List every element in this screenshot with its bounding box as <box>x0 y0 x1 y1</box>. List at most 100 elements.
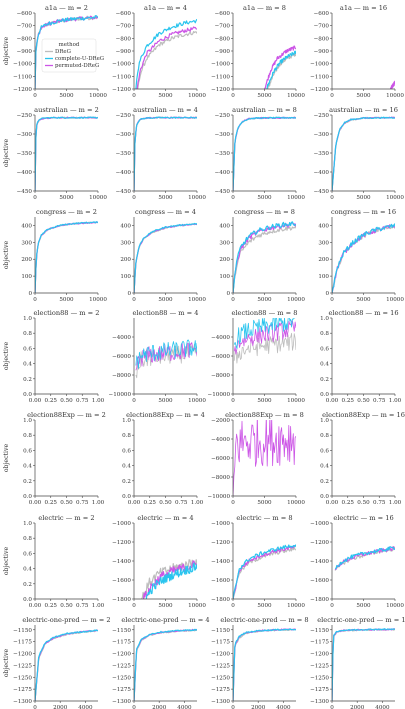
y-tick-label: −1200 <box>13 87 32 93</box>
y-tick-label: −1400 <box>112 559 131 565</box>
y-tick-label: 0.4 <box>320 362 329 368</box>
y-tick-label: −300 <box>215 132 231 138</box>
panel-title: electric — m = 16 <box>333 514 393 522</box>
y-tick-label: −450 <box>17 189 33 195</box>
y-tick-label: 0.4 <box>122 464 131 470</box>
series-group <box>233 318 296 364</box>
y-tick-label: 100 <box>318 274 329 280</box>
panel-title: congress — m = 2 <box>36 208 97 216</box>
y-axis-label: objective <box>3 240 10 269</box>
x-tick-label: 10000 <box>89 195 107 201</box>
y-tick-label: 400 <box>120 223 131 229</box>
y-tick-label: −700 <box>314 24 330 30</box>
y-tick-label: −1200 <box>310 87 329 93</box>
x-tick-label: 2000 <box>251 705 266 709</box>
x-tick-label: 0.50 <box>60 398 73 404</box>
x-tick-label: 0.00 <box>29 603 42 609</box>
x-tick-label: 0.50 <box>60 603 73 609</box>
x-tick-label: 0 <box>330 297 334 303</box>
x-tick-label: 5000 <box>257 297 272 303</box>
series-group <box>263 45 296 89</box>
y-tick-label: −800 <box>314 36 330 42</box>
y-tick-label: −450 <box>116 189 132 195</box>
panel-title: electric-one-pred — m = 16 <box>317 616 405 624</box>
series-line-complete-u-dreg <box>135 18 197 89</box>
series-line-permuted-dreg <box>332 628 395 701</box>
y-tick-label: −8000 <box>112 373 131 379</box>
y-tick-label: 0.2 <box>122 479 131 485</box>
y-tick-label: −1200 <box>310 540 329 546</box>
y-tick-label: 200 <box>21 257 32 263</box>
y-tick-label: −1100 <box>112 74 131 80</box>
panel-electric-m-8: electric — m = 8 −1800 −1600 −1400 −1200 −100… <box>211 514 305 609</box>
x-tick-label: 5000 <box>257 195 272 201</box>
y-tick-label: −900 <box>116 49 132 55</box>
y-tick-label: 1.0 <box>23 418 32 424</box>
y-tick-label: −1250 <box>13 675 32 681</box>
x-tick-label: 0 <box>33 297 37 303</box>
panel-election88-m-2: election88 — m = 2 0.0 0.2 0.4 0.6 0.8 1.0 0.00… <box>3 309 105 404</box>
x-tick-label: 1.00 <box>389 398 402 404</box>
y-tick-label: −350 <box>314 151 330 157</box>
y-axis-label: objective <box>3 443 10 472</box>
series-line-permuted-dreg <box>35 116 98 191</box>
series-line-permuted-dreg <box>134 628 197 701</box>
y-tick-label: −1200 <box>211 87 230 93</box>
series-line-complete-u-dreg <box>145 562 197 599</box>
series-line-dreg <box>135 344 197 379</box>
y-tick-label: −1300 <box>211 699 230 705</box>
series-line-complete-u-dreg <box>335 546 395 570</box>
x-tick-label: 10000 <box>188 93 206 99</box>
panel-title: election88 — m = 16 <box>328 309 398 317</box>
x-tick-label: 10000 <box>386 195 404 201</box>
y-tick-label: −1800 <box>211 597 230 603</box>
x-tick-label: 5000 <box>158 195 173 201</box>
x-tick-label: 2000 <box>152 705 167 709</box>
y-tick-label: −300 <box>116 132 132 138</box>
series-line-complete-u-dreg <box>332 223 395 293</box>
panel-title: australian — m = 16 <box>329 106 398 114</box>
y-tick-label: −1300 <box>112 699 131 705</box>
panel-election88exp-m-16: election88Exp — m = 16 0.0 0.2 0.4 0.6 0.8 1.0… <box>320 411 405 506</box>
x-tick-label: 10000 <box>287 195 305 201</box>
y-tick-label: −2000 <box>211 418 230 424</box>
y-tick-label: 0.6 <box>23 346 32 352</box>
x-tick-label: 5000 <box>158 297 173 303</box>
y-tick-label: −400 <box>215 170 231 176</box>
x-tick-label: 5000 <box>158 93 173 99</box>
legend-box <box>41 38 97 73</box>
x-tick-label: 0 <box>132 705 136 709</box>
y-tick-label: 100 <box>21 274 32 280</box>
y-tick-label: −6000 <box>211 456 230 462</box>
y-tick-label: 0.2 <box>23 582 32 588</box>
x-tick-label: 0.00 <box>326 398 339 404</box>
y-tick-label: −1200 <box>112 87 131 93</box>
x-tick-label: 5000 <box>257 398 272 404</box>
panel-title: electric — m = 4 <box>137 514 193 522</box>
y-tick-label: −4000 <box>112 335 131 341</box>
x-tick-label: 0.50 <box>60 500 73 506</box>
x-tick-label: 0 <box>33 93 37 99</box>
x-tick-label: 5000 <box>257 93 272 99</box>
y-tick-label: −1250 <box>310 675 329 681</box>
series-group <box>35 116 98 191</box>
x-tick-label: 4000 <box>375 705 390 709</box>
x-tick-label: 0 <box>330 195 334 201</box>
series-group <box>35 221 98 293</box>
y-tick-label: −1150 <box>13 628 32 634</box>
y-tick-label: −1275 <box>211 687 230 693</box>
panel-election88-m-16: election88 — m = 16 0.0 0.2 0.4 0.6 0.8 1.0 0.0… <box>320 309 402 404</box>
y-tick-label: −10000 <box>208 494 231 500</box>
panel-electric-one-pred-m-4: electric-one-pred — m = 4 −1300 −1275 −1250… <box>112 616 210 709</box>
y-tick-label: −1275 <box>13 687 32 693</box>
y-tick-label: −900 <box>215 49 231 55</box>
x-tick-label: 4000 <box>177 705 192 709</box>
series-line-complete-u-dreg <box>233 628 296 701</box>
series-line-complete-u-dreg <box>134 116 197 191</box>
x-tick-label: 0.25 <box>144 500 157 506</box>
series-group <box>134 628 197 701</box>
x-tick-label: 10000 <box>287 603 305 609</box>
series-line-complete-u-dreg <box>332 628 395 701</box>
y-tick-label: −250 <box>314 113 330 119</box>
